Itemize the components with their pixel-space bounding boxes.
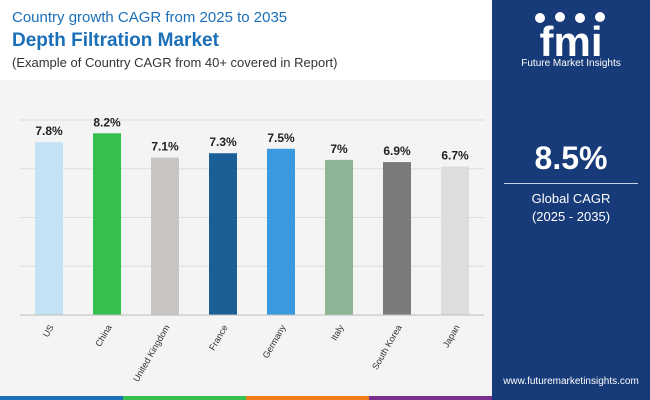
global-cagr-value: 8.5% — [534, 140, 608, 176]
bar-china — [93, 133, 121, 315]
website-url: www.futuremarketinsights.com — [503, 376, 639, 387]
panel-divider — [504, 183, 638, 184]
stripe-segment — [0, 396, 123, 400]
global-cagr-label: Global CAGR (2025 - 2035) — [492, 190, 650, 226]
chart-note: (Example of Country CAGR from 40+ covere… — [12, 55, 338, 70]
x-tick-label: China — [93, 323, 113, 348]
x-tick-label: Japan — [441, 323, 462, 349]
x-tick-label: South Korea — [370, 323, 404, 371]
bar-japan — [441, 166, 469, 315]
bar-france — [209, 153, 237, 315]
stripe-segment — [369, 396, 492, 400]
data-label: 6.9% — [383, 144, 411, 158]
stripe-segment — [246, 396, 369, 400]
chart-header: Country growth CAGR from 2025 to 2035 De… — [12, 8, 482, 71]
global-cagr-label-line1: Global CAGR — [531, 191, 611, 206]
x-tick-label: United Kingdom — [131, 323, 172, 383]
x-tick-label: Italy — [329, 323, 346, 343]
x-tick-label: France — [207, 323, 230, 352]
logo-caption: Future Market Insights — [521, 58, 621, 69]
global-cagr-label-line2: (2025 - 2035) — [531, 209, 611, 224]
data-label: 7% — [330, 142, 348, 156]
data-label: 6.7% — [441, 149, 469, 163]
summary-panel: fmi Future Market Insights 8.5% Global C… — [492, 0, 650, 400]
data-label: 7.8% — [35, 124, 63, 138]
data-label: 7.5% — [267, 131, 295, 145]
chart-title: Depth Filtration Market — [12, 30, 219, 51]
bottom-color-stripe — [0, 396, 492, 400]
x-tick-label: Germany — [261, 323, 288, 360]
bar-germany — [267, 148, 295, 315]
bar-chart: 7.8% US 8.2% China 7.1% United Kingdom 7.3% Fra… — [20, 115, 484, 383]
x-tick-label: US — [41, 323, 56, 339]
chart-subtitle: Country growth CAGR from 2025 to 2035 — [12, 9, 288, 26]
fmi-logo: fmi — [535, 12, 605, 65]
bar-us — [35, 142, 63, 315]
bar-united-kingdom — [151, 157, 179, 315]
data-label: 8.2% — [93, 115, 121, 129]
bar-italy — [325, 159, 353, 315]
stripe-segment — [123, 396, 246, 400]
data-label: 7.3% — [209, 135, 237, 149]
svg-text:fmi: fmi — [540, 18, 603, 65]
chart-area: 7.8% US 8.2% China 7.1% United Kingdom 7.3% Fra… — [0, 80, 492, 400]
bar-south-korea — [383, 162, 411, 315]
data-label: 7.1% — [151, 140, 179, 154]
